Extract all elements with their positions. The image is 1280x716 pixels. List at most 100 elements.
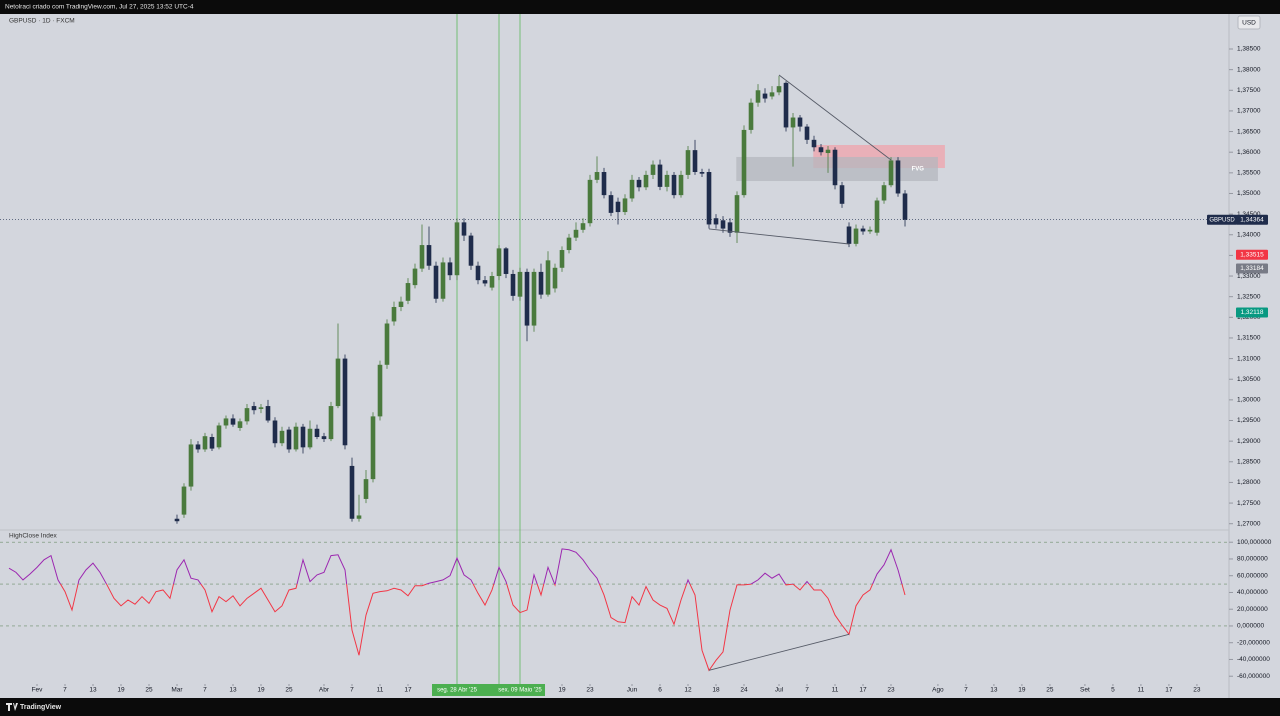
candle-body — [783, 82, 789, 128]
y2-tick-label: 20,000000 — [1237, 606, 1268, 613]
candle-body — [727, 222, 733, 233]
candle-body — [174, 518, 180, 522]
candle-body — [405, 283, 411, 301]
candle-body — [734, 195, 740, 233]
bottom-bar — [0, 698, 1280, 716]
zone-label: FVG — [912, 167, 925, 173]
candle-body — [720, 220, 726, 229]
candle-body — [433, 265, 439, 299]
candle-body — [209, 437, 215, 449]
y2-tick-label: 100,000000 — [1237, 539, 1272, 546]
candle-body — [552, 267, 558, 289]
candle-body — [874, 200, 880, 233]
price-tag — [1236, 214, 1268, 225]
candle-body — [748, 102, 754, 130]
x-tick-label: Fev — [32, 687, 44, 694]
candle-body — [265, 406, 271, 421]
candle-body — [804, 126, 810, 140]
candle-body — [699, 172, 705, 174]
x-tick-label: 24 — [740, 687, 748, 694]
candle-body — [629, 179, 635, 199]
candle-body — [573, 229, 579, 238]
candle-body — [237, 421, 243, 428]
candle-body — [825, 149, 831, 154]
candle-body — [482, 280, 488, 284]
y-tick-label: 1,35500 — [1237, 170, 1261, 177]
x-tick-label: Ago — [932, 687, 944, 694]
candle-body — [622, 198, 628, 213]
candle-body — [286, 429, 292, 450]
x-tick-label: 7 — [350, 687, 354, 694]
candle-body — [832, 149, 838, 186]
candle-body — [853, 228, 859, 244]
x-tick-label: 13 — [990, 687, 998, 694]
candle-body — [881, 185, 887, 201]
candle-body — [545, 260, 551, 295]
symbol-tag — [1207, 214, 1237, 225]
trendline — [708, 228, 850, 245]
x-tick-label: 11 — [1138, 687, 1145, 694]
candle-body — [755, 90, 761, 103]
price-tag-label: 1,33515 — [1240, 251, 1264, 258]
x-tick-label: 6 — [658, 687, 662, 694]
attribution: Netolraci criado com TradingView.com, Ju… — [5, 4, 194, 11]
candle-body — [503, 248, 509, 274]
candle-body — [587, 179, 593, 224]
x-tick-label: 23 — [887, 687, 895, 694]
x-tick-label: 25 — [285, 687, 293, 694]
candle-body — [762, 93, 768, 99]
candle-body — [895, 160, 901, 194]
x-tick-label: 13 — [229, 687, 237, 694]
x-tick-label: 7 — [964, 687, 968, 694]
y2-tick-label: -40,000000 — [1237, 656, 1270, 663]
candle-body — [300, 426, 306, 448]
candle-body — [258, 407, 264, 409]
candle-body — [293, 426, 299, 450]
plot-layer: FVG 1,27000 1,27500 1,28000 1,28500 1,29000 1,… — [0, 14, 1272, 696]
y-tick-label: 1,34000 — [1237, 231, 1261, 238]
y-tick-label: 1,28500 — [1237, 459, 1261, 466]
x-tick-label: 7 — [203, 687, 207, 694]
y-tick-label: 1,32500 — [1237, 293, 1261, 300]
candle-body — [356, 515, 362, 519]
y2-tick-label: 80,000000 — [1237, 556, 1268, 563]
candle-body — [811, 139, 817, 148]
candle-body — [216, 425, 222, 448]
y-tick-label: 1,38000 — [1237, 66, 1261, 73]
x-tick-label: Jun — [627, 687, 638, 694]
candle-body — [370, 416, 376, 480]
candle-body — [461, 222, 467, 236]
x-tick-label: 23 — [1193, 687, 1201, 694]
y-tick-label: 1,31000 — [1237, 355, 1261, 362]
y-tick-label: 1,30500 — [1237, 376, 1261, 383]
currency-button[interactable] — [1237, 15, 1261, 30]
x-tick-label: Jul — [775, 687, 784, 694]
trendline — [778, 74, 892, 161]
candle-body — [251, 406, 257, 411]
y-tick-label: 1,36000 — [1237, 149, 1261, 156]
candle-body — [335, 358, 341, 407]
candle-body — [398, 301, 404, 307]
y-tick-label: 1,32000 — [1237, 314, 1261, 321]
candle-body — [657, 164, 663, 187]
candle-body — [230, 418, 236, 425]
x-tick-label: 19 — [257, 687, 265, 694]
x-tick-label: 17 — [1165, 687, 1173, 694]
range-start-label: seg. 28 Abr '25 — [437, 688, 478, 694]
candle-body — [860, 228, 866, 232]
candle-body — [188, 444, 194, 487]
candle-body — [580, 223, 586, 230]
range-end-label: sex. 09 Maio '25 — [498, 688, 542, 694]
candle-body — [706, 172, 712, 225]
x-tick-label: 19 — [117, 687, 125, 694]
candle-body — [223, 418, 229, 426]
candle-body — [685, 150, 691, 175]
symbol: GBPUSD · 1D · FXCM — [9, 18, 75, 25]
candle-body — [307, 428, 313, 448]
candle-body — [643, 174, 649, 188]
indicator-trendline — [708, 633, 850, 671]
x-tick-label: 17 — [404, 687, 412, 694]
candle-body — [489, 276, 495, 288]
currency[interactable]: USD — [1242, 20, 1256, 27]
